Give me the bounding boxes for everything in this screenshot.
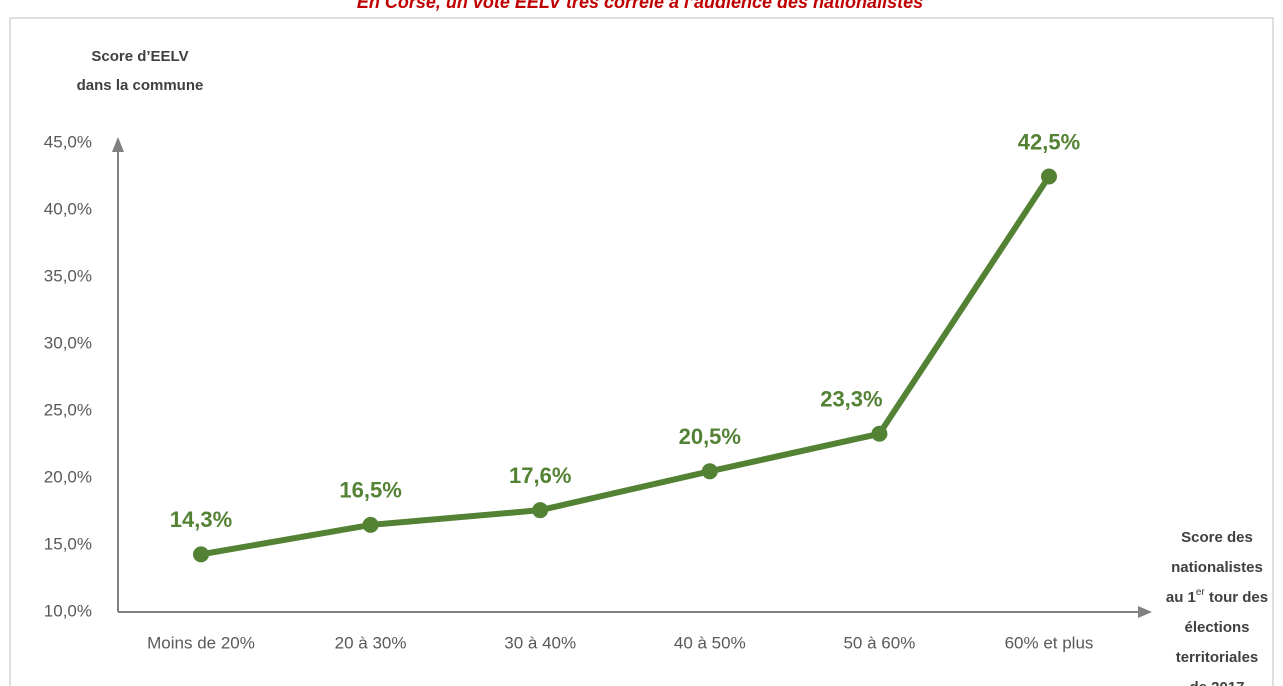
data-point xyxy=(701,463,718,480)
x-tick-label: 60% et plus xyxy=(1005,633,1094,652)
chart-frame xyxy=(9,17,1274,686)
data-label: 42,5% xyxy=(1018,129,1080,154)
x-axis-arrow xyxy=(1138,606,1152,618)
x-tick-label: 30 à 40% xyxy=(504,633,576,652)
y-tick-label: 25,0% xyxy=(44,400,92,419)
x-axis-label: territoriales xyxy=(1176,649,1259,666)
data-point xyxy=(193,546,209,563)
data-label: 16,5% xyxy=(339,478,401,503)
y-tick-label: 10,0% xyxy=(44,601,92,620)
x-axis-label: élections xyxy=(1184,619,1249,636)
y-tick-label: 45,0% xyxy=(44,132,92,151)
y-axis-label: Score d’EELV xyxy=(91,48,188,65)
x-tick-label: Moins de 20% xyxy=(147,633,255,652)
y-tick-label: 40,0% xyxy=(44,199,92,218)
x-axis-label: de 2017 xyxy=(1189,679,1244,686)
x-tick-label: 50 à 60% xyxy=(843,633,915,652)
data-point xyxy=(1041,168,1057,185)
y-tick-label: 20,0% xyxy=(44,467,92,486)
data-point xyxy=(532,502,549,519)
x-axis-label-part: tour des xyxy=(1205,589,1268,606)
data-label: 14,3% xyxy=(170,507,232,532)
data-label: 20,5% xyxy=(679,424,741,449)
y-axis-arrow xyxy=(112,137,124,152)
y-axis-label: dans la commune xyxy=(77,77,204,94)
x-axis-label-part: au 1 xyxy=(1166,589,1196,606)
x-axis-label: Score des xyxy=(1181,529,1253,546)
data-point xyxy=(362,516,379,533)
data-label: 23,3% xyxy=(820,387,882,412)
series-line xyxy=(200,174,1052,558)
data-label: 17,6% xyxy=(509,463,571,488)
y-tick-label: 15,0% xyxy=(44,534,92,553)
x-axis-label: nationalistes xyxy=(1171,559,1263,576)
y-tick-label: 35,0% xyxy=(44,266,92,285)
x-tick-label: 40 à 50% xyxy=(674,633,746,652)
y-tick-label: 30,0% xyxy=(44,333,92,352)
chart-title: En Corse, un vote EELV très corrélé à l’… xyxy=(357,0,923,12)
x-axis-label: au 1er tour des xyxy=(1166,587,1268,606)
x-axis-label-part: er xyxy=(1196,587,1206,598)
x-tick-label: 20 à 30% xyxy=(335,633,407,652)
data-point xyxy=(871,425,888,442)
